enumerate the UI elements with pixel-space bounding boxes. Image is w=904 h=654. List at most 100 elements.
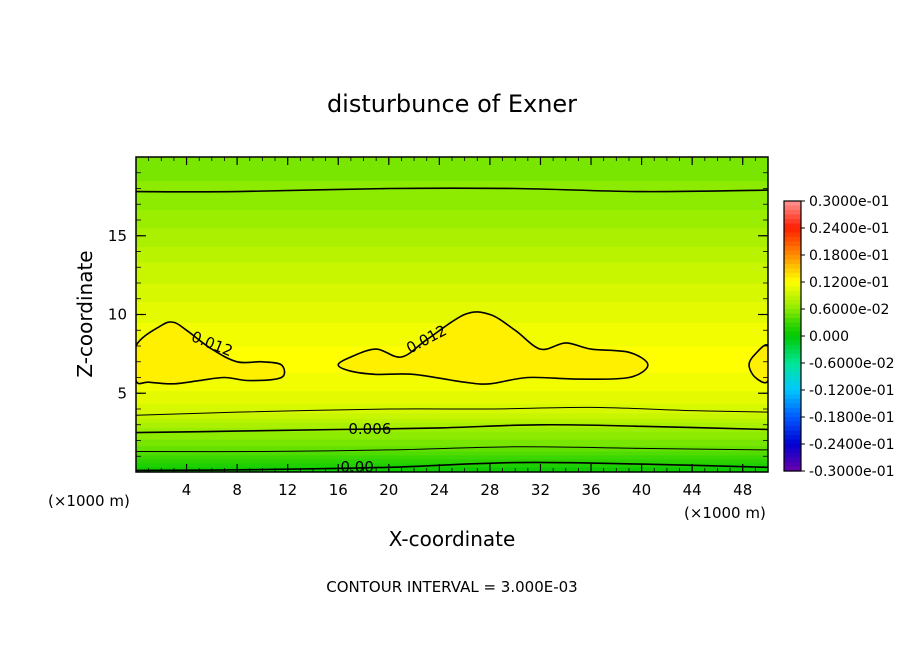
y-tick-label: 5 <box>117 384 127 402</box>
field-band <box>136 436 768 439</box>
field-band <box>136 403 768 407</box>
field-band <box>136 224 768 229</box>
field-band <box>136 398 768 402</box>
contour-line <box>337 311 649 385</box>
colorbar-label: 0.6000e-02 <box>809 302 889 318</box>
field-band <box>136 182 768 187</box>
field-band <box>136 290 768 294</box>
field-band <box>136 443 768 447</box>
field-band <box>136 214 768 218</box>
colorbar-segment <box>784 403 801 409</box>
field-band <box>136 222 768 226</box>
field-band <box>136 282 768 287</box>
colorbar-segment <box>784 255 801 261</box>
colorbar-segment <box>784 318 801 324</box>
field-band <box>136 433 768 436</box>
colorbar-label: 0.3000e-01 <box>809 194 889 210</box>
colorbar-segment <box>784 381 801 387</box>
field-band <box>136 455 768 459</box>
colorbar-segment <box>784 367 801 373</box>
x-tick-label: 20 <box>379 481 398 499</box>
field-band <box>136 206 768 210</box>
colorbar-label: 0.2400e-01 <box>809 221 889 237</box>
colorbar-segment <box>784 439 801 445</box>
field-band <box>136 316 768 321</box>
colorbar-segment <box>784 372 801 378</box>
colorbar-segment <box>784 435 801 441</box>
colorbar-segment <box>784 412 801 418</box>
x-unit-right: (×1000 m) <box>684 504 766 522</box>
colorbar-segment <box>784 205 801 211</box>
field-band <box>136 232 768 237</box>
contour-label: 0.00 <box>340 458 373 476</box>
x-tick-label: 28 <box>480 481 499 499</box>
field-band <box>136 227 768 231</box>
colorbar-segment <box>784 466 801 472</box>
field-band <box>136 461 768 464</box>
field-band <box>136 295 768 300</box>
colorbar-segment <box>784 223 801 229</box>
field-band <box>136 272 768 276</box>
field-band <box>136 387 768 392</box>
field-band <box>136 167 768 171</box>
field-band <box>136 424 768 427</box>
colorbar-segment <box>784 390 801 396</box>
colorbar-segment <box>784 349 801 355</box>
field-band <box>136 462 768 465</box>
field-band <box>136 235 768 239</box>
colorbar-segment <box>784 408 801 414</box>
field-band <box>136 174 768 179</box>
field-band <box>136 240 768 245</box>
field-band <box>136 447 768 451</box>
x-tick-label: 8 <box>232 481 242 499</box>
colorbar-segment <box>784 214 801 220</box>
field-band <box>136 243 768 247</box>
field-band <box>136 425 768 428</box>
x-tick-label: 12 <box>278 481 297 499</box>
field-band <box>136 216 768 221</box>
field-band <box>136 169 768 174</box>
field-band <box>136 201 768 205</box>
field-band <box>136 434 768 438</box>
field-band <box>136 382 768 386</box>
field-band <box>136 440 768 443</box>
field-band <box>136 198 768 203</box>
field-band <box>136 415 768 418</box>
field-band <box>136 450 768 453</box>
contour-line <box>136 187 768 193</box>
field-band <box>136 185 768 189</box>
contour-label: 0.006 <box>348 420 391 438</box>
field-band <box>136 405 768 410</box>
colorbar-segment <box>784 277 801 283</box>
x-tick-label: 40 <box>632 481 651 499</box>
colorbar-segment <box>784 417 801 423</box>
field-band <box>136 413 768 417</box>
field-band <box>136 428 768 431</box>
field-band <box>136 422 768 426</box>
field-band <box>136 308 768 313</box>
field-band <box>136 211 768 216</box>
x-axis-label: X-coordinate <box>389 527 516 551</box>
field-band <box>136 457 768 460</box>
field-band <box>136 298 768 302</box>
field-band <box>136 395 768 399</box>
field-band <box>136 451 768 455</box>
field-band <box>136 253 768 258</box>
field-band <box>136 188 768 192</box>
field-band <box>136 419 768 422</box>
field-band <box>136 300 768 305</box>
field-band <box>136 390 768 394</box>
field-band <box>136 164 768 168</box>
colorbar-segment <box>784 282 801 288</box>
field-band <box>136 453 768 456</box>
field-band <box>136 209 768 213</box>
colorbar-segment <box>784 394 801 400</box>
field-band <box>136 392 768 397</box>
colorbar-segment <box>784 286 801 292</box>
colorbar-label: 0.1200e-01 <box>809 275 889 291</box>
colorbar-segment <box>784 399 801 405</box>
field-band <box>136 277 768 281</box>
field-band <box>136 417 768 420</box>
field-band <box>136 459 768 462</box>
field-band <box>136 293 768 297</box>
